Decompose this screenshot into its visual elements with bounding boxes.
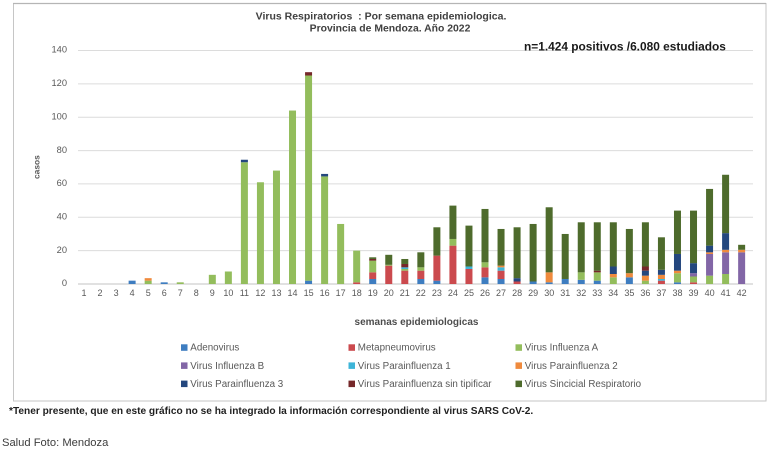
svg-text:semanas epidemiologicas: semanas epidemiologicas (355, 317, 479, 328)
svg-text:36: 36 (640, 288, 650, 298)
svg-text:Virus Parainfluenza 1: Virus Parainfluenza 1 (358, 361, 451, 372)
svg-text:41: 41 (721, 288, 731, 298)
svg-text:25: 25 (464, 288, 474, 298)
svg-text:Virus Sincicial Respiratorio: Virus Sincicial Respiratorio (525, 379, 642, 390)
svg-text:13: 13 (271, 288, 281, 298)
svg-text:casos: casos (32, 155, 42, 179)
svg-text:5: 5 (146, 288, 151, 298)
svg-text:Virus Parainfluenza sin tipifi: Virus Parainfluenza sin tipificar (358, 379, 493, 390)
svg-text:29: 29 (528, 288, 538, 298)
svg-text:27: 27 (496, 288, 506, 298)
svg-text:22: 22 (416, 288, 426, 298)
svg-text:Virus Respiratorios : Por sem: Virus Respiratorios : Por semana epidemi… (256, 11, 507, 23)
svg-text:26: 26 (480, 288, 490, 298)
svg-text:Salud Foto: Mendoza: Salud Foto: Mendoza (2, 437, 109, 449)
svg-text:31: 31 (560, 288, 570, 298)
svg-text:23: 23 (432, 288, 442, 298)
svg-text:33: 33 (592, 288, 602, 298)
svg-text:Virus Parainfluenza 3: Virus Parainfluenza 3 (190, 379, 283, 390)
svg-text:20: 20 (384, 288, 394, 298)
svg-text:21: 21 (400, 288, 410, 298)
svg-text:28: 28 (512, 288, 522, 298)
svg-text:140: 140 (51, 45, 67, 55)
svg-text:100: 100 (51, 111, 67, 121)
svg-text:39: 39 (688, 288, 698, 298)
svg-text:0: 0 (62, 278, 67, 288)
svg-text:16: 16 (320, 288, 330, 298)
svg-text:60: 60 (57, 178, 67, 188)
svg-text:Provincia de Mendoza. Año 2022: Provincia de Mendoza. Año 2022 (310, 24, 471, 35)
svg-text:40: 40 (705, 288, 715, 298)
svg-text:18: 18 (352, 288, 362, 298)
svg-text:10: 10 (223, 288, 233, 298)
svg-text:20: 20 (57, 245, 67, 255)
svg-text:14: 14 (287, 288, 297, 298)
svg-text:2: 2 (97, 288, 102, 298)
svg-text:*Tener presente, que en este g: *Tener presente, que en este gráfico no … (9, 406, 533, 417)
svg-text:80: 80 (57, 145, 67, 155)
svg-text:6: 6 (162, 288, 167, 298)
svg-text:Virus Influenza B: Virus Influenza B (190, 361, 264, 372)
svg-text:37: 37 (656, 288, 666, 298)
svg-text:17: 17 (336, 288, 346, 298)
svg-text:Virus Influenza A: Virus Influenza A (525, 343, 599, 354)
svg-text:7: 7 (178, 288, 183, 298)
svg-text:15: 15 (304, 288, 314, 298)
svg-text:19: 19 (368, 288, 378, 298)
svg-text:32: 32 (576, 288, 586, 298)
svg-text:4: 4 (130, 288, 135, 298)
svg-text:38: 38 (672, 288, 682, 298)
svg-text:24: 24 (448, 288, 458, 298)
svg-text:3: 3 (114, 288, 119, 298)
svg-text:Metapneumovirus: Metapneumovirus (358, 343, 436, 354)
svg-text:42: 42 (737, 288, 747, 298)
svg-text:40: 40 (57, 212, 67, 222)
svg-text:9: 9 (210, 288, 215, 298)
svg-text:8: 8 (194, 288, 199, 298)
svg-text:Adenovirus: Adenovirus (190, 343, 239, 354)
svg-text:Virus Parainfluenza 2: Virus Parainfluenza 2 (525, 361, 618, 372)
svg-text:n=1.424 positivos /6.080 estud: n=1.424 positivos /6.080 estudiados (524, 40, 726, 54)
svg-text:120: 120 (51, 78, 67, 88)
svg-text:11: 11 (240, 288, 249, 298)
svg-text:30: 30 (544, 288, 554, 298)
svg-text:1: 1 (81, 288, 86, 298)
svg-text:12: 12 (255, 288, 265, 298)
svg-text:35: 35 (624, 288, 634, 298)
svg-text:34: 34 (608, 288, 618, 298)
